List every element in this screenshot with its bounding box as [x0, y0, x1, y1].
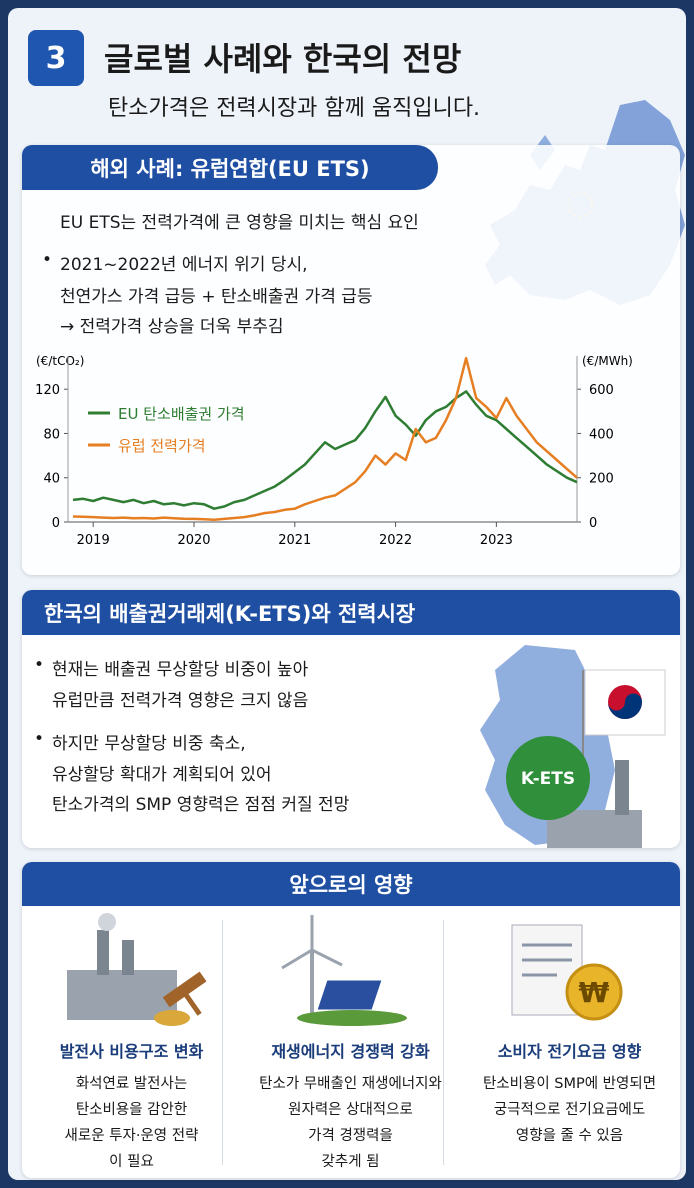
legend-label: EU 탄소배출권 가격 — [118, 405, 245, 423]
card-line: 탄소비용을 감안한 — [75, 1102, 188, 1118]
card-line: 이 필요 — [109, 1154, 154, 1170]
card-line: 가격 경쟁력을 — [308, 1128, 393, 1144]
card-line: 원자력은 상대적으로 — [288, 1102, 413, 1118]
eu-bullet-line: → 전력가격 상승을 더욱 부추김 — [60, 317, 284, 337]
card-title: 발전사 비용구조 변화 — [59, 1042, 204, 1061]
korea-bullet-line: 유럽만큼 전력가격 영향은 크지 않음 — [52, 691, 309, 711]
chart: (€/tCO₂) (€/MWh) 0 40 80 120 0 200 400 600 2019 202… — [35, 354, 633, 548]
x-tick-label: 2023 — [480, 533, 513, 548]
y-tick-label: 80 — [43, 427, 60, 442]
page-title: 글로벌 사례와 한국의 전망 — [104, 40, 462, 78]
eu-bullet-line: 2021~2022년 에너지 위기 당시, — [42, 250, 307, 275]
card-line: 영향을 줄 수 있음 — [515, 1128, 624, 1144]
series-line — [72, 390, 578, 510]
bill-icon: ₩ — [511, 924, 623, 1021]
eu-panel — [22, 145, 680, 575]
card-line: 갖추게 됨 — [321, 1154, 380, 1170]
korea-panel-title: 한국의 배출권거래제(K-ETS)와 전력시장 — [22, 590, 680, 635]
section-badge: 3 — [28, 30, 84, 86]
y-axis-label: (€/tCO₂) — [36, 354, 84, 368]
series-line — [72, 356, 578, 522]
page-subtitle: 탄소가격은 전력시장과 함께 움직입니다. — [108, 96, 481, 121]
korea-bullet-line: 하지만 무상할당 비중 축소, — [34, 729, 246, 754]
factory-icon — [67, 913, 207, 1026]
y-tick-label: 0 — [52, 516, 60, 531]
y2-tick-label: 600 — [589, 383, 614, 398]
impact-icons: ₩ — [67, 913, 623, 1026]
divider — [222, 920, 223, 1165]
korea-bullet-line: 유상할당 확대가 계획되어 있어 — [52, 765, 272, 785]
korea-map: K-ETS — [480, 645, 666, 848]
y-tick-label: 120 — [35, 383, 60, 398]
x-tick-label: 2021 — [278, 533, 311, 548]
k-ets-badge — [506, 736, 590, 820]
x-tick-label: 2022 — [379, 533, 412, 548]
renewable-icon — [281, 915, 407, 1026]
eu-bullet-line: 천연가스 가격 급등 + 탄소배출권 가격 급등 — [60, 287, 373, 307]
divider — [443, 920, 444, 1165]
k-ets-label: K-ETS — [521, 769, 575, 789]
coin-symbol: ₩ — [579, 976, 610, 1009]
eu-intro: EU ETS는 전력가격에 큰 영향을 미치는 핵심 요인 — [60, 213, 419, 233]
korea-bullet-line: 현재는 배출권 무상할당 비중이 높아 — [34, 655, 308, 680]
y-tick-label: 40 — [43, 472, 60, 487]
card-line: 화석연료 발전사는 — [75, 1076, 188, 1092]
x-tick-label: 2020 — [177, 533, 210, 548]
legend-label: 유럽 전력가격 — [118, 437, 206, 455]
card-title: 소비자 전기요금 영향 — [497, 1042, 642, 1061]
y2-tick-label: 400 — [589, 427, 614, 442]
korea-bullet-line: 탄소가격의 SMP 영향력은 점점 커질 전망 — [52, 795, 350, 815]
card-line: 탄소비용이 SMP에 반영되면 — [482, 1076, 657, 1092]
card-line: 궁극적으로 전기요금에도 — [493, 1102, 646, 1118]
card-line: 새로운 투자·운영 전략 — [64, 1128, 199, 1144]
card-title: 재생에너지 경쟁력 강화 — [271, 1042, 430, 1061]
y2-axis-label: (€/MWh) — [582, 354, 633, 368]
x-tick-label: 2019 — [77, 533, 110, 548]
y2-tick-label: 0 — [589, 516, 597, 531]
eu-panel-title: 해외 사례: 유럽연합(EU ETS) — [22, 145, 438, 190]
impact-panel-title: 앞으로의 영향 — [22, 862, 680, 906]
y2-tick-label: 200 — [589, 472, 614, 487]
card-line: 탄소가 무배출인 재생에너지와 — [259, 1076, 442, 1092]
